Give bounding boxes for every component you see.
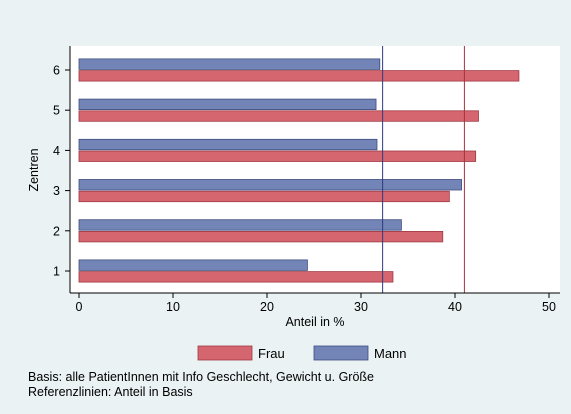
legend: Frau Mann [197,345,407,361]
legend-swatch-mann [313,345,369,361]
x-tick-label-50: 50 [542,300,556,314]
y-tick-label-2: 2 [53,224,60,238]
bar-mann-zentrum-1 [78,259,308,271]
bar-frau-zentrum-3 [78,190,450,203]
y-tick-label-3: 3 [53,184,60,198]
note-reference-lines: Referenzlinien: Anteil in Basis [28,385,193,399]
bar-frau-zentrum-1 [78,271,394,283]
bar-frau-zentrum-6 [78,70,520,82]
bar-frau-zentrum-2 [78,230,444,243]
y-axis-label: Zentren [27,148,41,191]
x-axis-label: Anteil in % [285,315,344,329]
bar-frau-zentrum-5 [78,110,479,122]
x-tick-label-20: 20 [260,300,274,314]
legend-label-mann: Mann [374,346,407,361]
bar-mann-zentrum-3 [78,179,462,191]
bar-frau-zentrum-4 [78,150,477,162]
x-tick-label-10: 10 [166,300,180,314]
y-tick-label-4: 4 [53,144,60,158]
bar-mann-zentrum-6 [78,58,381,70]
plot-area [70,46,560,293]
y-tick-label-1: 1 [53,265,60,279]
bar-mann-zentrum-4 [78,138,378,151]
y-tick-label-5: 5 [53,104,60,118]
y-tick-label-6: 6 [53,64,60,78]
legend-label-frau: Frau [258,346,285,361]
x-tick-label-30: 30 [354,300,368,314]
note-basis: Basis: alle PatientInnen mit Info Geschl… [28,370,374,384]
legend-swatch-frau [197,345,253,361]
x-tick-label-0: 0 [76,300,83,314]
bar-mann-zentrum-5 [78,98,377,110]
x-tick-label-40: 40 [448,300,462,314]
bar-mann-zentrum-2 [78,219,402,231]
